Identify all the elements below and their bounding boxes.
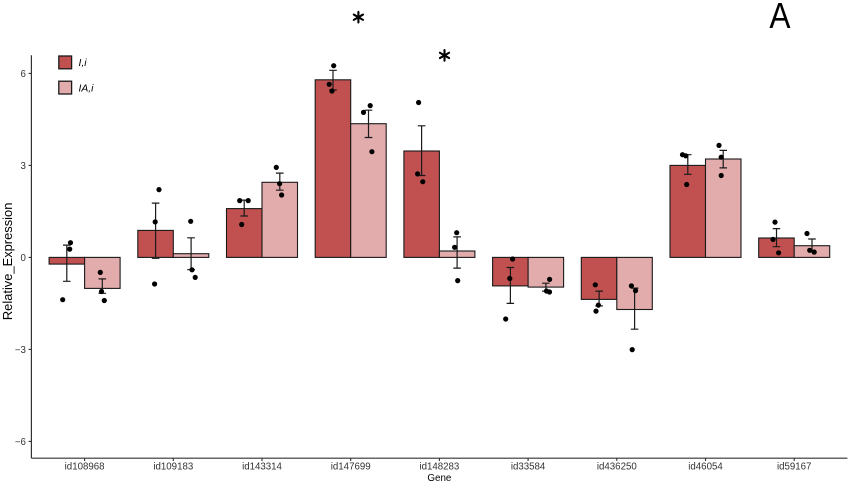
svg-text:id33584: id33584 (511, 462, 546, 473)
svg-text:id436250: id436250 (597, 462, 637, 473)
svg-text:Gene: Gene (427, 473, 452, 484)
svg-text:3: 3 (21, 161, 26, 172)
svg-text:I,i: I,i (79, 58, 88, 69)
svg-text:id109183: id109183 (153, 462, 193, 473)
svg-text:id147699: id147699 (331, 462, 371, 473)
svg-text:id108968: id108968 (65, 462, 105, 473)
svg-text:id148283: id148283 (419, 462, 459, 473)
svg-text:A: A (769, 0, 790, 36)
svg-text:−6: −6 (15, 437, 26, 448)
svg-text:id59167: id59167 (777, 462, 811, 473)
svg-text:id143314: id143314 (242, 462, 282, 473)
svg-text:IA,i: IA,i (79, 83, 95, 94)
svg-text:0: 0 (21, 253, 27, 264)
svg-text:Relative_Expression: Relative_Expression (0, 203, 15, 321)
svg-text:6: 6 (21, 69, 26, 80)
svg-text:id46054: id46054 (688, 462, 723, 473)
svg-text:−3: −3 (15, 345, 26, 356)
